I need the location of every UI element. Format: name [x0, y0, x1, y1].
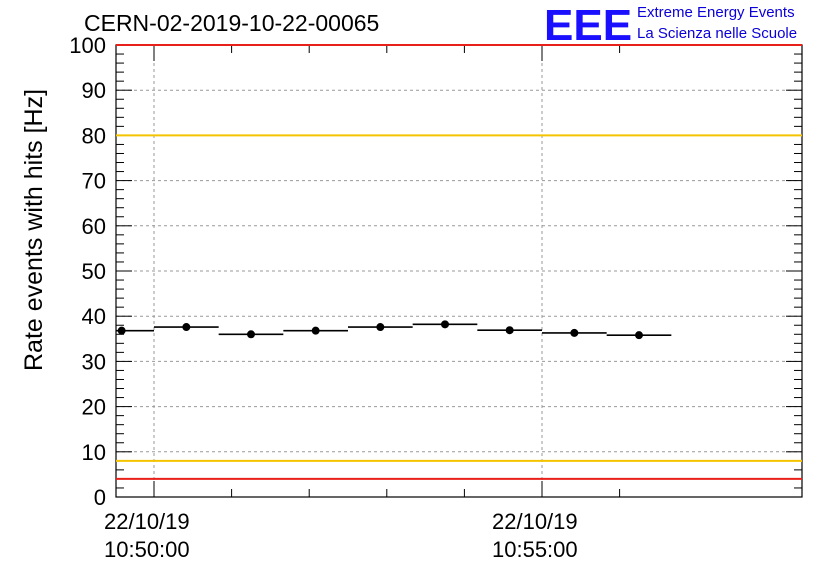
x-tick-label-2: 22/10/19 10:55:00	[492, 508, 578, 564]
data-point	[311, 326, 320, 335]
y-tick-label: 80	[82, 123, 106, 148]
y-tick-label: 40	[82, 304, 106, 329]
logo-line-1: Extreme Energy Events	[637, 4, 795, 21]
y-tick-label: 90	[82, 78, 106, 103]
x-tick-2-time: 10:55:00	[492, 537, 578, 562]
y-tick-label: 60	[82, 214, 106, 239]
eee-logo: EEE	[544, 2, 632, 46]
y-tick-label: 30	[82, 349, 106, 374]
logo-line-2: La Scienza nelle Scuole	[637, 25, 798, 42]
x-tick-1-date: 22/10/19	[104, 509, 190, 534]
eee-logo-mark: EEE	[544, 2, 632, 46]
y-tick-label: 10	[82, 440, 106, 465]
x-tick-label-1: 22/10/19 10:50:00	[104, 508, 190, 564]
y-tick-label: 20	[82, 395, 106, 420]
y-tick-label: 100	[69, 33, 106, 58]
y-axis-label: Rate events with hits [Hz]	[20, 88, 48, 371]
data-point	[570, 328, 579, 337]
y-tick-label: 0	[94, 485, 106, 510]
data-point	[635, 331, 643, 340]
x-tick-2-date: 22/10/19	[492, 509, 578, 534]
data-point	[117, 326, 126, 335]
data-point	[247, 330, 255, 339]
data-point	[441, 320, 449, 329]
y-tick-label: 50	[82, 259, 106, 284]
data-point	[376, 323, 385, 332]
data-point	[182, 323, 191, 332]
y-tick-label: 70	[82, 169, 106, 194]
data-point	[505, 326, 514, 335]
chart-title: CERN-02-2019-10-22-00065	[84, 10, 380, 36]
x-tick-1-time: 10:50:00	[104, 537, 190, 562]
